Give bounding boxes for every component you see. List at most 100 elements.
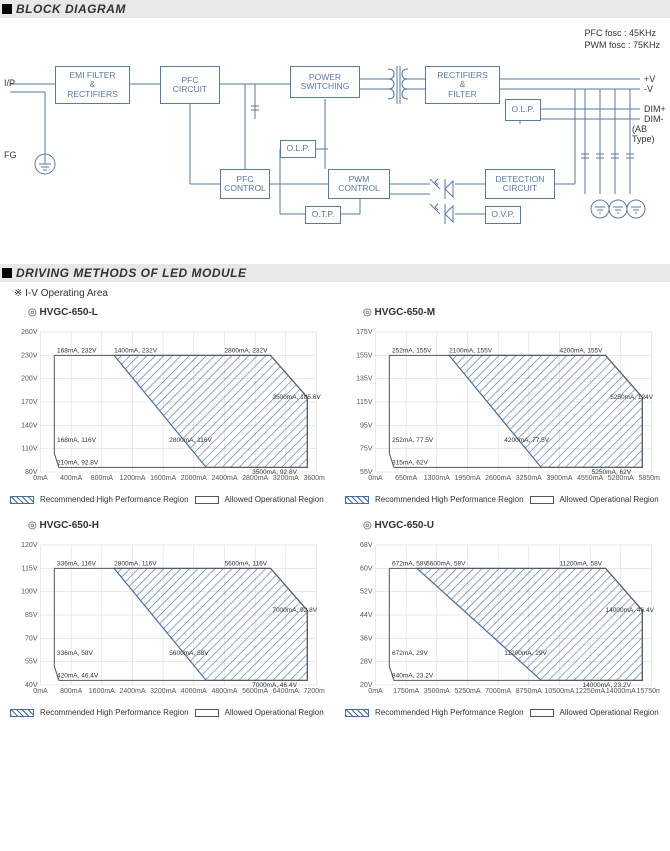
nv-label: -V xyxy=(644,84,653,94)
square-icon xyxy=(2,268,12,278)
svg-text:44V: 44V xyxy=(360,612,373,619)
svg-text:5200mA: 5200mA xyxy=(608,475,634,482)
chart-legend: Recommended High Performance Region Allo… xyxy=(10,495,325,504)
svg-text:168mA, 232V: 168mA, 232V xyxy=(57,348,97,355)
svg-text:4550mA: 4550mA xyxy=(577,475,603,482)
svg-text:170V: 170V xyxy=(21,399,38,406)
svg-text:6400mA: 6400mA xyxy=(273,688,299,695)
fg-label: FG xyxy=(4,150,17,160)
svg-text:5600mA, 58V: 5600mA, 58V xyxy=(169,650,209,657)
svg-text:68V: 68V xyxy=(360,542,373,549)
hatch-swatch xyxy=(345,709,369,717)
svg-text:2800mA, 232V: 2800mA, 232V xyxy=(225,348,269,355)
legend-rec: Recommended High Performance Region xyxy=(375,708,524,717)
svg-text:800mA: 800mA xyxy=(91,475,114,482)
chart-title: HVGC-650-H xyxy=(28,520,325,531)
hatch-swatch xyxy=(10,709,34,717)
legend-allow: Allowed Operational Region xyxy=(560,708,659,717)
svg-text:36V: 36V xyxy=(360,635,373,642)
svg-text:1950mA: 1950mA xyxy=(454,475,480,482)
svg-text:7000mA, 92.8V: 7000mA, 92.8V xyxy=(272,607,317,614)
svg-text:672mA, 58V: 672mA, 58V xyxy=(392,561,428,568)
ip-label: I/P xyxy=(4,78,15,88)
svg-text:4800mA: 4800mA xyxy=(211,688,237,695)
svg-text:7000mA: 7000mA xyxy=(485,688,511,695)
svg-text:14000mA, 23.2V: 14000mA, 23.2V xyxy=(583,682,632,689)
svg-text:3900mA: 3900mA xyxy=(546,475,572,482)
legend-allow: Allowed Operational Region xyxy=(560,495,659,504)
svg-text:95V: 95V xyxy=(360,422,373,429)
svg-text:7200mA: 7200mA xyxy=(303,688,325,695)
svg-text:1600mA: 1600mA xyxy=(150,475,176,482)
otp-box: O.T.P. xyxy=(305,206,341,224)
svg-text:5250mA: 5250mA xyxy=(454,688,480,695)
block-diagram-title: BLOCK DIAGRAM xyxy=(16,2,126,16)
line-swatch xyxy=(530,496,554,504)
svg-text:5850mA: 5850mA xyxy=(638,475,660,482)
ab-label: (AB Type) xyxy=(632,124,670,144)
svg-text:5600mA, 116V: 5600mA, 116V xyxy=(225,561,268,568)
svg-text:5600mA, 58V: 5600mA, 58V xyxy=(426,561,466,568)
svg-text:52V: 52V xyxy=(360,589,373,596)
svg-text:100V: 100V xyxy=(21,589,38,596)
svg-text:0mA: 0mA xyxy=(33,688,48,695)
chart-HVGC-650-L: HVGC-650-L 260V230V200V170V140V110V80V0m… xyxy=(10,303,325,504)
svg-text:210mA, 92.8V: 210mA, 92.8V xyxy=(57,460,99,467)
rect-filter-box: RECTIFIERS&FILTER xyxy=(425,66,500,104)
svg-text:2800mA: 2800mA xyxy=(242,475,268,482)
svg-text:650mA: 650mA xyxy=(395,475,418,482)
svg-text:336mA, 116V: 336mA, 116V xyxy=(57,561,97,568)
svg-text:0mA: 0mA xyxy=(33,475,48,482)
svg-text:800mA: 800mA xyxy=(60,688,83,695)
chart-legend: Recommended High Performance Region Allo… xyxy=(345,495,660,504)
hatch-swatch xyxy=(345,496,369,504)
svg-text:155V: 155V xyxy=(356,352,373,359)
driving-title: DRIVING METHODS OF LED MODULE xyxy=(16,266,247,280)
svg-text:230V: 230V xyxy=(21,352,38,359)
block-diagram: PFC fosc : 45KHz PWM fosc : 75KHz xyxy=(0,24,670,254)
svg-text:10500mA: 10500mA xyxy=(545,688,575,695)
chart-title: HVGC-650-M xyxy=(363,307,660,318)
svg-text:2600mA: 2600mA xyxy=(485,475,511,482)
charts-row: HVGC-650-H 120V115V100V85V70V55V40V0mA80… xyxy=(0,516,670,717)
svg-text:3600mA: 3600mA xyxy=(303,475,325,482)
power-sw-box: POWERSWITCHING xyxy=(290,66,360,98)
svg-text:4000mA: 4000mA xyxy=(181,688,207,695)
svg-text:120V: 120V xyxy=(21,542,38,549)
svg-text:75V: 75V xyxy=(360,446,373,453)
svg-text:2000mA: 2000mA xyxy=(181,475,207,482)
emi-box: EMI FILTER&RECTIFIERS xyxy=(55,66,130,104)
svg-text:840mA, 23.2V: 840mA, 23.2V xyxy=(392,673,434,680)
svg-text:4200mA, 77.5V: 4200mA, 77.5V xyxy=(504,437,549,444)
svg-text:60V: 60V xyxy=(360,565,373,572)
legend-rec: Recommended High Performance Region xyxy=(40,708,189,717)
svg-text:200V: 200V xyxy=(21,376,38,383)
pwm-control-box: PWMCONTROL xyxy=(328,169,390,199)
svg-text:400mA: 400mA xyxy=(60,475,83,482)
svg-text:14000mA: 14000mA xyxy=(606,688,636,695)
svg-text:315mA, 62V: 315mA, 62V xyxy=(392,460,428,467)
pfc-control-box: PFCCONTROL xyxy=(220,169,270,199)
svg-text:140V: 140V xyxy=(21,422,38,429)
svg-text:15750mA: 15750mA xyxy=(637,688,660,695)
legend-allow: Allowed Operational Region xyxy=(225,708,324,717)
pv-label: +V xyxy=(644,74,655,84)
svg-text:175V: 175V xyxy=(356,329,373,336)
svg-text:1600mA: 1600mA xyxy=(89,688,115,695)
hatch-swatch xyxy=(10,496,34,504)
svg-text:3200mA: 3200mA xyxy=(273,475,299,482)
chart-HVGC-650-U: HVGC-650-U 68V60V52V44V36V28V20V0mA1750m… xyxy=(345,516,660,717)
pfc-circuit-box: PFCCIRCUIT xyxy=(160,66,220,104)
chart-HVGC-650-M: HVGC-650-M 175V155V135V115V95V75V55V0mA6… xyxy=(345,303,660,504)
chart-title: HVGC-650-L xyxy=(28,307,325,318)
svg-text:2800mA, 116V: 2800mA, 116V xyxy=(114,561,157,568)
svg-text:5600mA: 5600mA xyxy=(242,688,268,695)
svg-text:115V: 115V xyxy=(357,399,373,406)
dimn-label: DIM- xyxy=(644,114,664,124)
svg-text:5250mA, 124V: 5250mA, 124V xyxy=(610,394,654,401)
svg-text:5250mA, 62V: 5250mA, 62V xyxy=(592,469,632,476)
section-header-driving: DRIVING METHODS OF LED MODULE xyxy=(0,264,670,282)
svg-text:2100mA, 155V: 2100mA, 155V xyxy=(449,348,493,355)
svg-text:12250mA: 12250mA xyxy=(575,688,605,695)
svg-text:1200mA: 1200mA xyxy=(119,475,145,482)
